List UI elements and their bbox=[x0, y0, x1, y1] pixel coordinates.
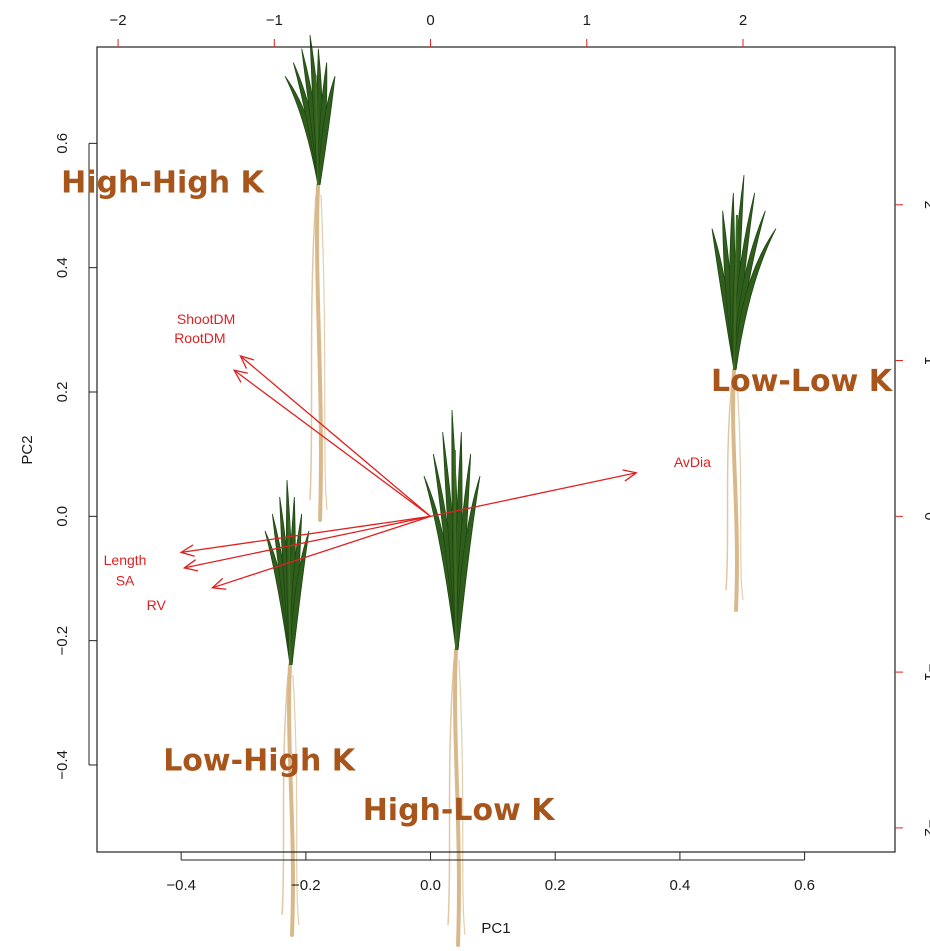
plant-root bbox=[731, 368, 739, 612]
plant-leaf bbox=[289, 530, 310, 666]
loading-label-sa: SA bbox=[116, 572, 135, 588]
plant-root bbox=[736, 379, 744, 601]
plant-leaf bbox=[733, 228, 777, 371]
x-axis-title: PC1 bbox=[481, 920, 510, 937]
loading-arrow-avdia bbox=[430, 472, 637, 517]
right-tick-label: 1 bbox=[921, 356, 930, 364]
loading-arrowhead bbox=[210, 577, 227, 590]
y-tick-label: 0.6 bbox=[54, 133, 71, 154]
left-axis: −0.4 −0.2 0.0 0.2 0.4 0.6 bbox=[54, 133, 97, 780]
bottom-axis: −0.4 −0.2 0.0 0.2 0.4 0.6 bbox=[166, 852, 815, 894]
plant-root bbox=[725, 379, 733, 591]
plant-stem bbox=[288, 519, 291, 666]
y-tick-label: 0.4 bbox=[54, 257, 71, 278]
loading-label-shootdm: ShootDM bbox=[177, 311, 235, 327]
loading-arrow-shootdm bbox=[239, 355, 431, 517]
top-axis: −2 −1 0 1 2 bbox=[110, 12, 747, 47]
loading-arrow-length bbox=[181, 515, 431, 554]
x-tick-label: −0.4 bbox=[166, 877, 196, 894]
plant-stem bbox=[453, 449, 457, 651]
y-axis-title: PC2 bbox=[19, 435, 36, 464]
y-tick-label: 0.0 bbox=[54, 506, 71, 527]
y-tick-label: −0.2 bbox=[54, 626, 71, 656]
top-tick-label: 2 bbox=[739, 12, 747, 29]
plant-root bbox=[320, 194, 328, 511]
x-tick-label: 0.4 bbox=[669, 877, 690, 894]
loading-arrows bbox=[179, 354, 638, 590]
group-label: Low-Low K bbox=[711, 364, 894, 399]
x-tick-label: 0.2 bbox=[545, 877, 566, 894]
plant-root bbox=[458, 659, 466, 936]
right-tick-label: 0 bbox=[921, 512, 930, 520]
group-label: High-Low K bbox=[363, 793, 557, 828]
loading-arrowhead bbox=[182, 559, 199, 572]
y-tick-label: −0.4 bbox=[54, 750, 71, 780]
plant-photos bbox=[264, 34, 777, 947]
loading-arrowhead bbox=[179, 544, 195, 557]
plant-low-low bbox=[711, 174, 777, 612]
plant-root bbox=[281, 674, 289, 916]
plant-root bbox=[309, 194, 317, 501]
plant-high-high bbox=[284, 34, 336, 522]
plot-frame bbox=[96, 46, 896, 853]
right-axis: 2 1 0 −1 −2 bbox=[895, 201, 930, 836]
loading-label-rootdm: RootDM bbox=[174, 330, 225, 346]
x-tick-label: 0.0 bbox=[420, 877, 441, 894]
y-tick-label: 0.2 bbox=[54, 382, 71, 403]
x-tick-label: −0.2 bbox=[291, 877, 321, 894]
right-tick-label: −2 bbox=[921, 819, 930, 836]
loading-arrowhead bbox=[239, 354, 255, 369]
plant-root bbox=[447, 659, 455, 926]
group-label: Low-High K bbox=[163, 743, 357, 778]
loading-label-length: Length bbox=[104, 552, 147, 568]
plant-stem bbox=[314, 74, 319, 186]
loading-arrowhead bbox=[232, 369, 248, 383]
loading-arrow-sa bbox=[184, 515, 431, 569]
plant-stem bbox=[733, 214, 738, 371]
plant-root bbox=[315, 183, 323, 522]
loading-label-rv: RV bbox=[147, 597, 167, 613]
top-tick-label: −2 bbox=[110, 12, 127, 29]
loading-arrowhead bbox=[622, 469, 638, 482]
loading-labels: ShootDM RootDM AvDia Length SA RV bbox=[104, 311, 712, 613]
top-tick-label: −1 bbox=[266, 12, 283, 29]
right-tick-label: −1 bbox=[921, 664, 930, 681]
top-tick-label: 0 bbox=[426, 12, 434, 29]
plant-root bbox=[453, 648, 461, 947]
plant-leaf bbox=[317, 76, 336, 186]
loading-arrow-rv bbox=[212, 515, 431, 589]
top-tick-label: 1 bbox=[583, 12, 591, 29]
plant-low-high bbox=[264, 479, 310, 937]
right-tick-label: 2 bbox=[921, 201, 930, 209]
plant-leaf bbox=[455, 475, 481, 651]
group-label: High-High K bbox=[61, 165, 265, 200]
plant-root bbox=[292, 674, 300, 926]
x-tick-label: 0.6 bbox=[794, 877, 815, 894]
plant-root bbox=[287, 663, 295, 937]
plant-high-low bbox=[423, 409, 481, 947]
loading-arrow-rootdm bbox=[233, 369, 431, 517]
loading-label-avdia: AvDia bbox=[674, 454, 711, 470]
